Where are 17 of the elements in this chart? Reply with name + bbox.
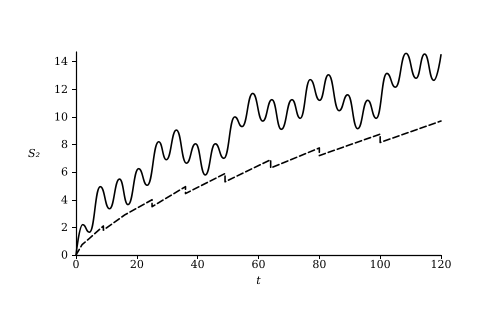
x-tick-label: 120: [430, 258, 452, 271]
x-tick-label: 40: [190, 258, 205, 271]
x-tick-label: 60: [252, 258, 266, 271]
y-tick-label: 10: [54, 110, 68, 124]
y-tick-label: 12: [54, 82, 68, 96]
y-tick-label: 2: [61, 220, 68, 234]
y-axis-title: S₂: [28, 147, 40, 160]
x-axis-title: t: [256, 274, 262, 287]
x-tick-label: 20: [130, 258, 144, 271]
y-tick-label: 14: [54, 55, 68, 68]
x-tick-label: 0: [72, 258, 80, 271]
x-tick-label: 100: [370, 258, 391, 271]
y-tick-label: 6: [61, 166, 68, 179]
y-tick-label: 4: [61, 193, 68, 206]
x-tick-label: 80: [312, 258, 326, 271]
y-tick-label: 8: [61, 138, 68, 152]
y-tick-label: 0: [61, 248, 68, 262]
